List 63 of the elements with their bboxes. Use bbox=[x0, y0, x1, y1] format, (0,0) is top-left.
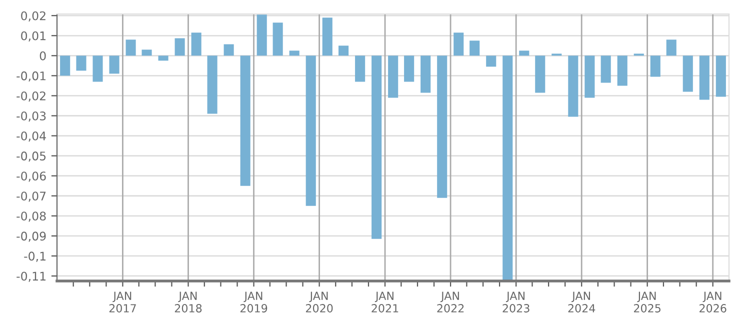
bar bbox=[126, 40, 136, 56]
bar bbox=[716, 56, 726, 97]
x-tick-label: JAN 2026 bbox=[700, 292, 726, 312]
bar bbox=[502, 56, 513, 281]
y-tick-label: 0 bbox=[40, 51, 46, 60]
bar bbox=[372, 56, 382, 239]
x-tick-label: JAN 2023 bbox=[502, 292, 530, 312]
x-tick-label: JAN 2019 bbox=[240, 292, 268, 312]
bar bbox=[224, 44, 234, 56]
bar bbox=[682, 56, 693, 92]
bar bbox=[158, 56, 168, 61]
bar bbox=[60, 56, 70, 76]
bar bbox=[109, 56, 120, 74]
y-tick-label: -0,03 bbox=[16, 111, 46, 122]
y-tick-label: -0,05 bbox=[16, 152, 46, 162]
y-tick-label: -0,1 bbox=[24, 252, 46, 262]
y-tick-label: -0,08 bbox=[16, 212, 46, 222]
bar bbox=[437, 56, 448, 198]
bar bbox=[240, 56, 250, 186]
bar bbox=[454, 32, 464, 56]
x-tick-label: JAN 2018 bbox=[174, 292, 202, 312]
y-tick-label: -0,07 bbox=[16, 192, 46, 202]
y-tick-label: -0,09 bbox=[16, 232, 46, 242]
bar bbox=[584, 56, 595, 98]
x-tick-label: JAN 2017 bbox=[109, 292, 136, 312]
bar bbox=[191, 32, 202, 56]
x-tick-label: JAN 2021 bbox=[372, 292, 398, 312]
bar bbox=[650, 56, 660, 77]
bar bbox=[338, 46, 349, 56]
bar bbox=[600, 56, 611, 83]
x-tick-label: JAN 2025 bbox=[634, 292, 660, 312]
bar bbox=[420, 56, 431, 93]
bar bbox=[272, 22, 283, 56]
y-tick-label: -0,04 bbox=[16, 132, 46, 142]
bar bbox=[355, 56, 366, 82]
bar bbox=[568, 56, 578, 117]
bar bbox=[404, 56, 414, 82]
bar bbox=[142, 50, 152, 56]
bar bbox=[699, 56, 710, 100]
y-tick-label: 0,02 bbox=[21, 11, 46, 22]
bar bbox=[76, 56, 86, 71]
bar bbox=[207, 56, 218, 114]
bar bbox=[92, 56, 103, 82]
bar bbox=[617, 56, 628, 86]
x-tick-label: JAN 2020 bbox=[306, 292, 333, 312]
y-tick-label: -0,01 bbox=[16, 71, 46, 82]
y-tick-label: 0,01 bbox=[21, 31, 46, 42]
bar bbox=[486, 56, 496, 67]
x-tick-label: JAN 2022 bbox=[437, 292, 464, 312]
bar bbox=[535, 56, 546, 93]
bar bbox=[388, 56, 398, 98]
bar bbox=[470, 40, 480, 56]
bar bbox=[256, 14, 267, 56]
bar bbox=[289, 50, 300, 56]
y-tick-label: -0,11 bbox=[16, 272, 46, 282]
x-tick-label: JAN 2024 bbox=[568, 292, 596, 312]
y-tick-label: -0,02 bbox=[16, 91, 46, 102]
bar bbox=[666, 40, 676, 56]
bar bbox=[519, 50, 530, 56]
bar bbox=[322, 18, 332, 56]
bar bbox=[174, 38, 185, 56]
bar bbox=[306, 56, 316, 206]
y-tick-label: -0,06 bbox=[16, 172, 46, 182]
